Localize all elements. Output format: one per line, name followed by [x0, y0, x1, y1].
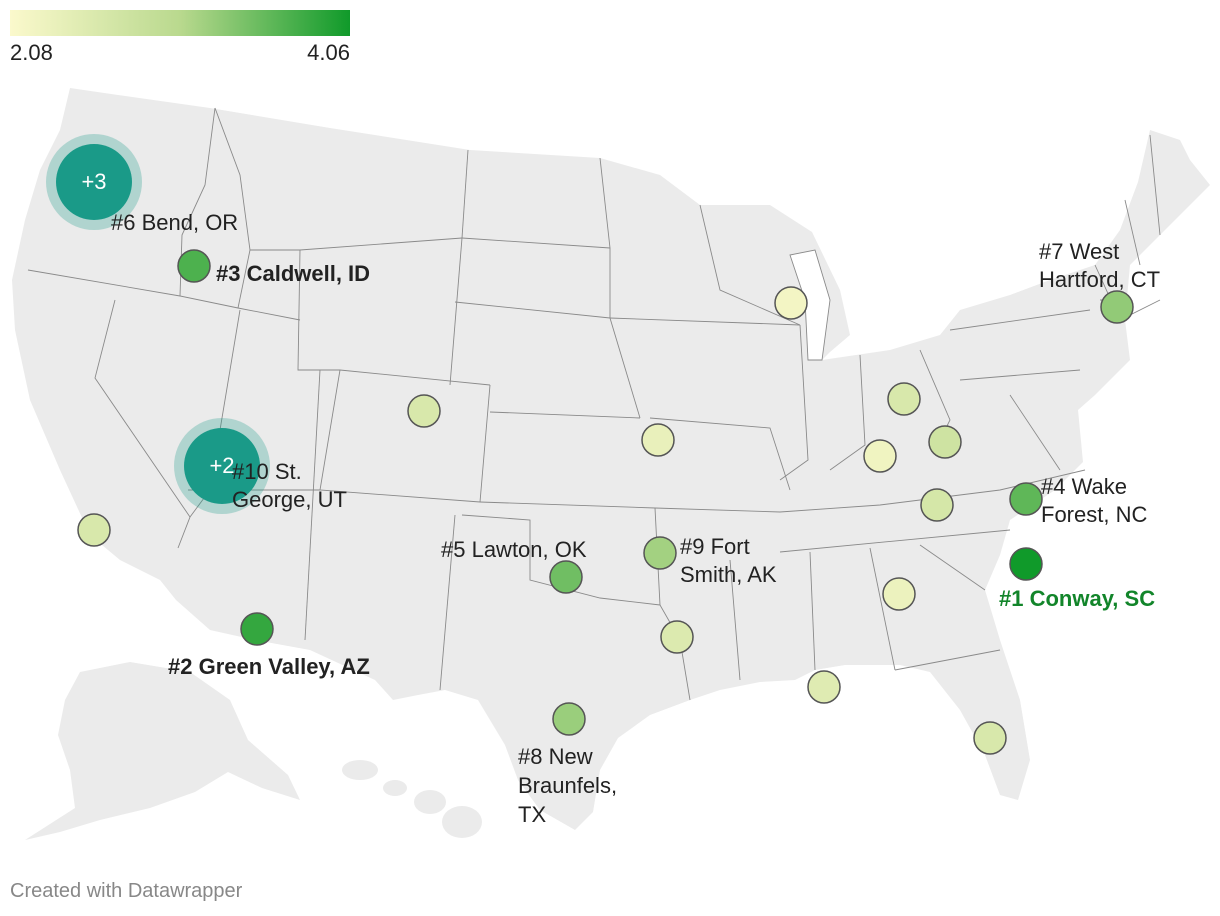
legend-gradient-bar — [10, 10, 350, 36]
us-landmass — [12, 88, 1210, 830]
city-marker-kentucky[interactable] — [863, 439, 897, 473]
city-marker-conway-sc[interactable] — [1009, 547, 1043, 581]
city-label-fort-smith-ak: #9 Fort Smith, AK — [680, 534, 777, 587]
alaska-landmass — [25, 662, 300, 840]
city-marker-green-valley-az[interactable] — [240, 612, 274, 646]
datawrapper-credit: Created with Datawrapper — [10, 880, 243, 902]
city-label-conway-sc: #1 Conway, SC — [999, 586, 1155, 611]
state-borders — [27, 107, 1161, 701]
city-label-green-valley-az: #2 Green Valley, AZ — [168, 654, 370, 679]
cluster-count-label: +2 — [209, 453, 234, 478]
city-label-west-hartford-ct: #7 West Hartford, CT — [1039, 239, 1160, 292]
city-label-lawton-ok: #5 Lawton, OK — [441, 537, 587, 562]
city-marker-west-hartford-ct[interactable] — [1100, 290, 1134, 324]
city-marker-lawton-ok[interactable] — [549, 560, 583, 594]
city-markers — [77, 249, 1134, 755]
legend-max-label: 4.06 — [307, 40, 350, 65]
city-marker-caldwell-id[interactable] — [177, 249, 211, 283]
cluster-marker-southwest-utah[interactable]: +2 — [174, 418, 270, 514]
city-marker-wisconsin[interactable] — [774, 286, 808, 320]
city-marker-west-virginia[interactable] — [928, 425, 962, 459]
city-label-bend-or: #6 Bend, OR — [111, 210, 238, 235]
city-marker-georgia[interactable] — [882, 577, 916, 611]
city-marker-wake-forest-nc[interactable] — [1009, 482, 1043, 516]
city-label-caldwell-id: #3 Caldwell, ID — [216, 261, 370, 286]
city-marker-colorado[interactable] — [407, 394, 441, 428]
color-legend: 2.08 4.06 — [10, 10, 350, 66]
city-labels: #1 Conway, SC #2 Green Valley, AZ #3 Cal… — [111, 210, 1160, 827]
city-marker-florida[interactable] — [973, 721, 1007, 755]
city-marker-tennessee[interactable] — [920, 488, 954, 522]
city-marker-gulf-coast[interactable] — [807, 670, 841, 704]
legend-min-label: 2.08 — [10, 40, 53, 65]
city-marker-louisiana[interactable] — [660, 620, 694, 654]
city-label-st-george-ut: #10 St. George, UT — [232, 459, 347, 512]
city-marker-southern-california[interactable] — [77, 513, 111, 547]
city-marker-kansas-city[interactable] — [641, 423, 675, 457]
city-marker-fort-smith-ak[interactable] — [643, 536, 677, 570]
city-label-wake-forest-nc: #4 Wake Forest, NC — [1041, 474, 1147, 527]
hawaii-landmass — [342, 760, 482, 838]
cluster-count-label: +3 — [81, 169, 106, 194]
cluster-marker-pacific-northwest[interactable]: +3 — [46, 134, 142, 230]
city-label-new-braunfels-tx: #8 New Braunfels, TX — [518, 744, 623, 827]
city-marker-new-braunfels-tx[interactable] — [552, 702, 586, 736]
city-marker-ohio[interactable] — [887, 382, 921, 416]
